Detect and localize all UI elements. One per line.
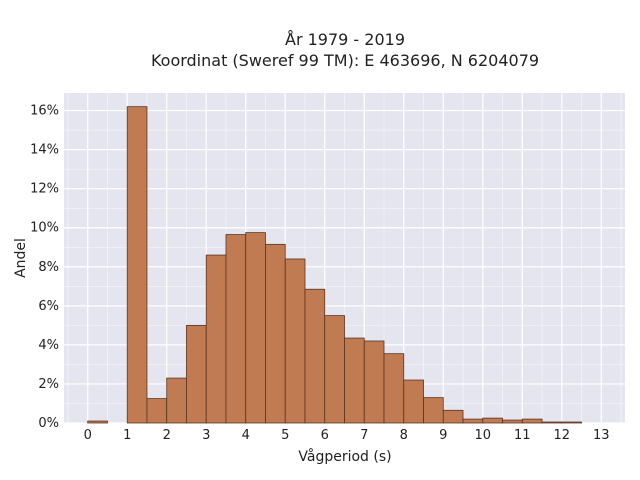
y-tick-label: 8% [38,260,59,275]
histogram-bar [87,420,108,424]
histogram-bar [482,417,503,424]
x-tick-labels: 0 1 2 3 4 5 6 7 8 9 10 11 12 13 [84,428,610,443]
histogram-bar [541,421,563,424]
histogram-bar [146,398,168,424]
y-tick-label: 6% [38,299,59,314]
chart-title-line-1: År 1979 - 2019 [285,30,405,49]
histogram-bar [363,340,385,424]
histogram-bar [265,243,286,424]
histogram-bar [423,397,444,424]
histogram-bar [166,377,187,424]
chart-title-line-2: Koordinat (Sweref 99 TM): E 463696, N 62… [151,51,539,70]
x-tick-label: 13 [593,428,610,443]
x-tick-label: 2 [163,428,171,443]
histogram-bar [284,258,306,424]
x-tick-label: 11 [514,428,531,443]
y-tick-label: 12% [30,182,59,197]
y-tick-label: 16% [30,104,59,119]
x-tick-label: 4 [242,428,250,443]
y-tick-label: 4% [38,338,59,353]
x-tick-label: 3 [202,428,210,443]
histogram-bar [245,232,266,424]
histogram-bar [442,409,464,424]
x-tick-label: 10 [475,428,492,443]
y-tick-label: 2% [38,377,59,392]
histogram-bar [561,421,582,424]
histogram-bar [521,418,543,424]
x-tick-label: 5 [281,428,289,443]
histogram-bar [344,337,365,424]
histogram-bar [324,315,345,424]
histogram-bar [462,418,484,424]
histogram-bar [502,419,523,424]
histogram-bar [383,353,405,424]
x-tick-label: 12 [554,428,571,443]
y-tick-label: 10% [30,221,59,236]
histogram-bar [126,106,148,424]
histogram-bar [304,288,326,424]
y-tick-label: 0% [38,416,59,431]
y-tick-labels: 0% 2% 4% 6% 8% 10% 12% 14% 16% [30,104,59,431]
y-tick-label: 14% [30,143,59,158]
histogram-bar [225,234,247,424]
bar-layer [87,106,582,424]
x-tick-label: 9 [439,428,447,443]
x-tick-label: 6 [321,428,329,443]
histogram-bar [205,254,227,424]
x-axis-label: Vågperiod (s) [298,448,391,465]
x-tick-label: 1 [123,428,131,443]
histogram-bar [186,324,207,424]
histogram-bar [403,379,424,424]
y-axis-label: Andel [13,238,29,278]
x-tick-label: 7 [360,428,368,443]
x-tick-label: 0 [84,428,92,443]
x-tick-label: 8 [400,428,408,443]
